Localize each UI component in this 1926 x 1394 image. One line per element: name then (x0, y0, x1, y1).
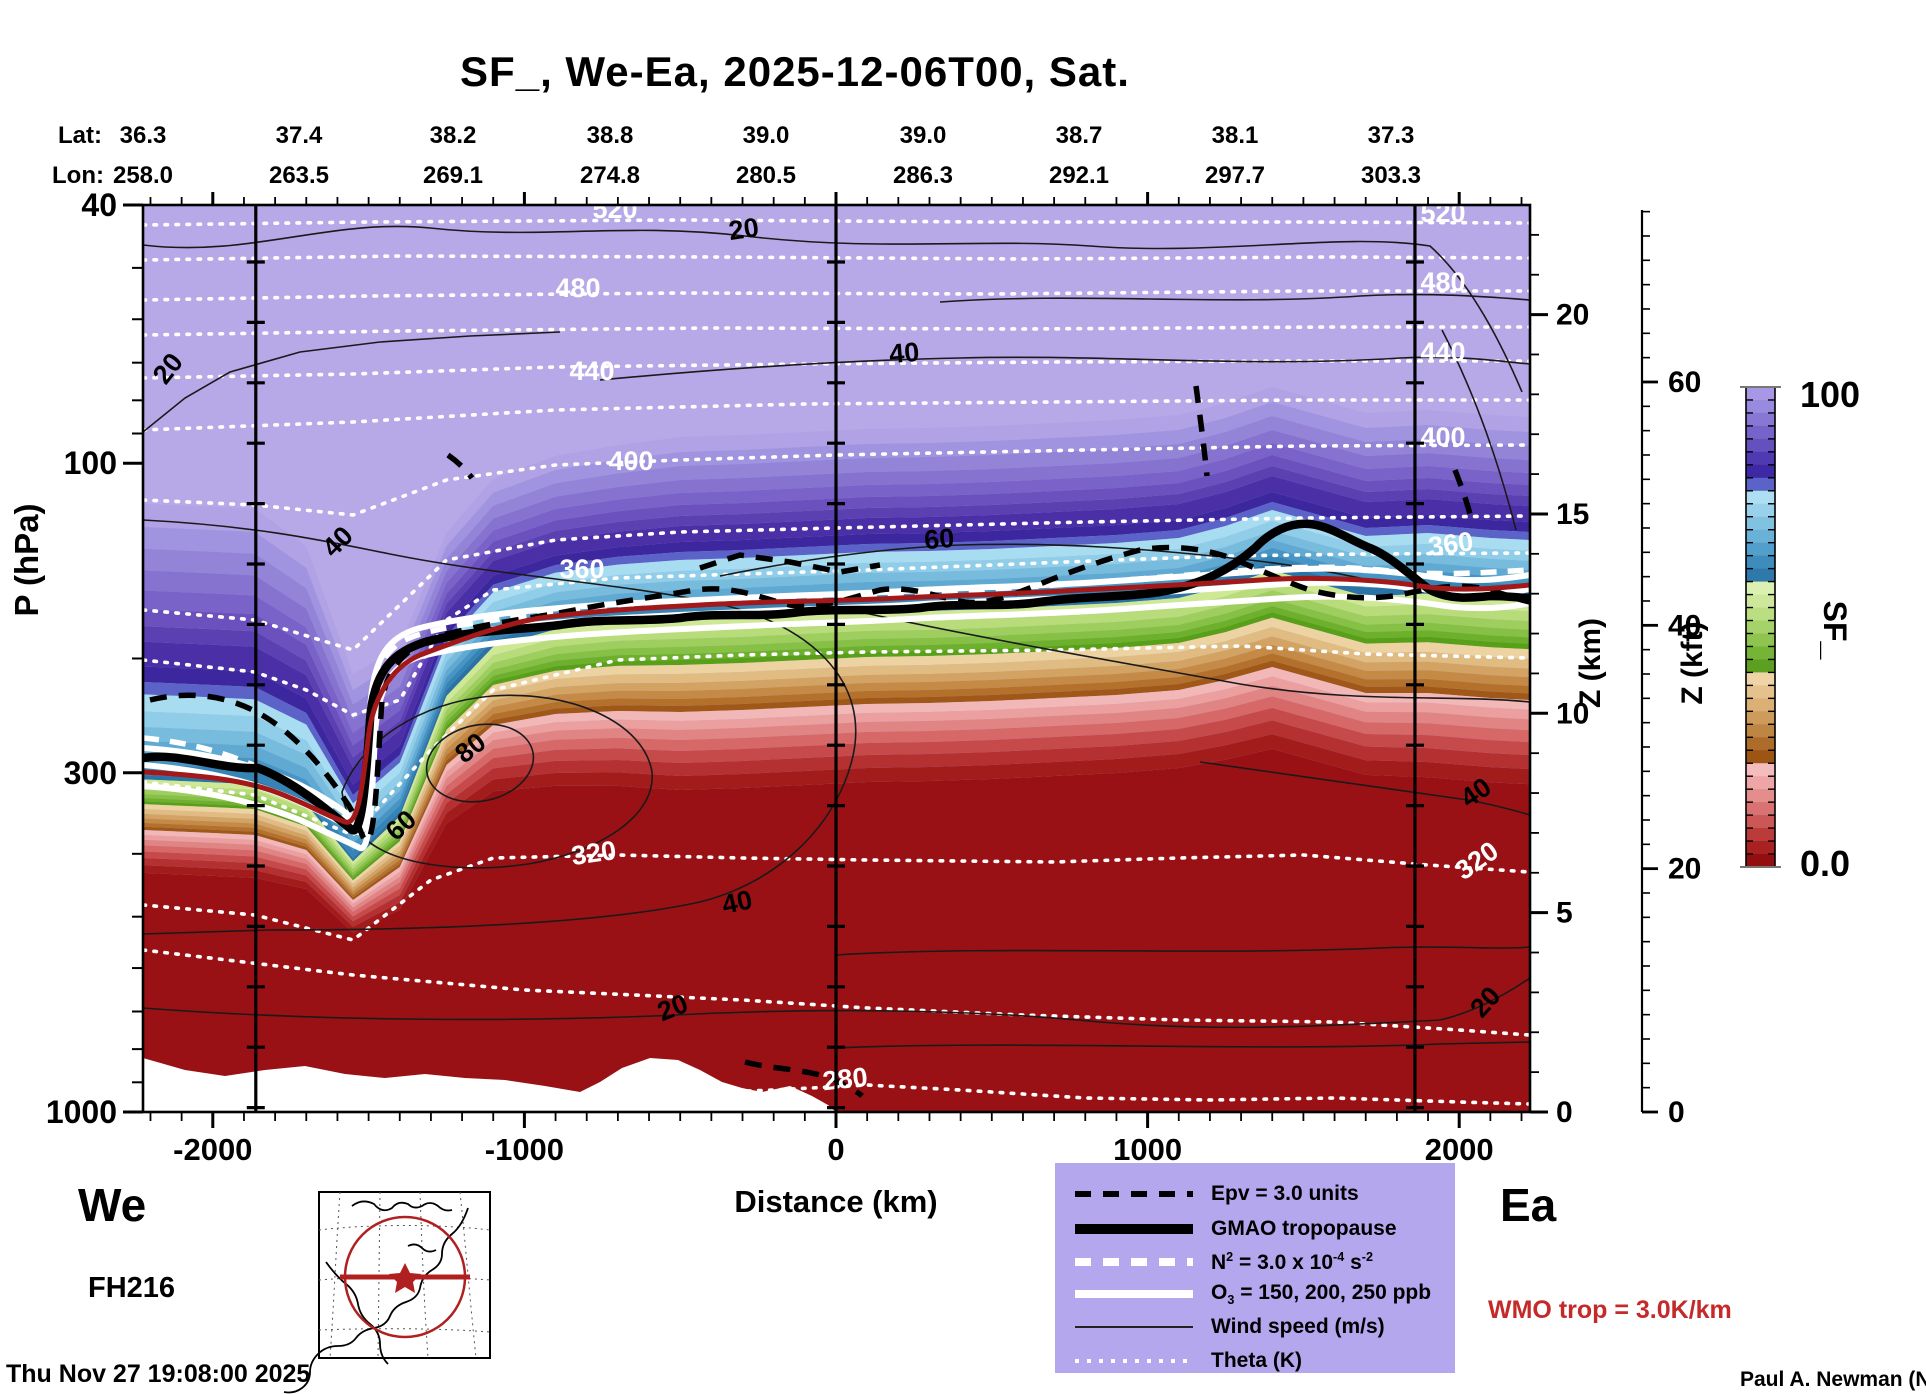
zkft-tick-label: 40 (1668, 609, 1701, 642)
theta-label: 440 (1420, 337, 1465, 367)
zkft-axis-title: Z (kft) (1676, 621, 1709, 704)
legend-label: N2 = 3.0 x 10-4 s-2 (1211, 1249, 1373, 1274)
o3-line-sample (1075, 1290, 1193, 1298)
legend-label: Wind speed (m/s) (1211, 1315, 1385, 1338)
legend-label: O3 = 150, 200, 250 ppb (1211, 1280, 1432, 1308)
pressure-tick-label: 100 (64, 445, 117, 481)
east-endpoint-label: Ea (1500, 1179, 1557, 1231)
lat-value: 38.7 (1056, 122, 1103, 149)
lat-value: 38.8 (587, 122, 634, 149)
west-endpoint-label: We (78, 1179, 147, 1231)
theta-label: 320 (569, 835, 618, 871)
lat-value: 38.2 (430, 122, 477, 149)
distance-tick-label: 2000 (1425, 1132, 1494, 1167)
theta-label: 480 (1420, 267, 1465, 297)
wind-speed-label: 20 (727, 212, 761, 246)
forecast-hour-label: FH216 (88, 1272, 176, 1304)
wmo-tropopause-line (143, 575, 1530, 825)
lat-value: 36.3 (120, 122, 167, 149)
theta-label: 360 (559, 554, 604, 584)
lon-value: 274.8 (580, 162, 640, 189)
gmao-line-sample (1075, 1224, 1193, 1234)
colorbar-max-label: 100 (1800, 374, 1860, 415)
pressure-tick-label: 1000 (46, 1094, 117, 1130)
legend-box: Epv = 3.0 units GMAO tropopause N2 = 3.0… (1055, 1163, 1455, 1373)
x-axis-title: Distance (km) (734, 1184, 937, 1219)
wind-line-sample (1075, 1326, 1193, 1328)
zkm-tick-label: 20 (1556, 299, 1589, 332)
lat-value: 37.4 (276, 122, 323, 149)
lat-value: 37.3 (1368, 122, 1415, 149)
legend-label: Theta (K) (1211, 1349, 1302, 1372)
distance-tick-label: 1000 (1113, 1132, 1182, 1167)
theta-label: 480 (555, 273, 600, 303)
n2-line-sample (1075, 1258, 1193, 1266)
distance-tick-label: -1000 (485, 1132, 564, 1167)
lon-value: 292.1 (1049, 162, 1109, 189)
distance-tick-label: 0 (827, 1132, 844, 1167)
pressure-tick-label: 40 (81, 187, 117, 223)
legend-item-theta: Theta (K) (1055, 1346, 1455, 1376)
credit: Paul A. Newman (NASA (1740, 1368, 1926, 1391)
wind-speed-label: 40 (719, 884, 755, 920)
lat-value: 38.1 (1212, 122, 1259, 149)
lon-value: 269.1 (423, 162, 483, 189)
theta-label: 360 (1426, 526, 1475, 562)
legend-item-epv: Epv = 3.0 units (1055, 1179, 1455, 1209)
waypoint-marker-lines (246, 205, 1424, 1112)
legend-label: GMAO tropopause (1211, 1217, 1397, 1240)
terrain-silhouette (143, 1058, 836, 1112)
colorbar-title: SF_ (1817, 601, 1853, 661)
lon-value: 297.7 (1205, 162, 1265, 189)
theta-label: 400 (1420, 422, 1465, 452)
wind-speed-label: 60 (923, 523, 956, 556)
lat-value: 39.0 (900, 122, 947, 149)
axis-ticks (123, 192, 1548, 1128)
zkm-tick-label: 5 (1556, 897, 1573, 930)
page-title: SF_, We-Ea, 2025-12-06T00, Sat. (460, 48, 1130, 95)
zkm-tick-label: 10 (1556, 697, 1589, 730)
zkm-tick-label: 15 (1556, 498, 1589, 531)
pressure-tick-label: 300 (64, 755, 117, 791)
zkft-tick-label: 0 (1668, 1096, 1685, 1129)
timestamp: Thu Nov 27 19:08:00 2025 (6, 1360, 311, 1388)
lon-row-label: Lon: (52, 162, 104, 189)
lat-value: 39.0 (743, 122, 790, 149)
lat-row-label: Lat: (58, 122, 102, 149)
colorbar: 100 0.0 SF_ (1740, 374, 1860, 884)
distance-tick-label: -2000 (173, 1132, 252, 1167)
wind-speed-contours (143, 225, 1530, 1049)
legend-item-gmao: GMAO tropopause (1055, 1214, 1455, 1244)
lon-value: 280.5 (736, 162, 796, 189)
theta-label: 280 (821, 1062, 869, 1097)
theta-label: 400 (608, 446, 653, 476)
zkft-axis: 0 20 40 60 (1640, 210, 1701, 1129)
axis-labels: 40 100 300 1000 -2000 -1000 0 1000 2000 0 5 10 15 20 P… (8, 122, 1709, 1219)
theta-label: 520 (592, 194, 637, 224)
legend-item-o3: O3 = 150, 200, 250 ppb (1055, 1279, 1455, 1309)
wind-speed-label: 40 (888, 337, 921, 370)
legend-label: Epv = 3.0 units (1211, 1182, 1359, 1205)
y-axis-title: P (hPa) (8, 503, 45, 616)
theta-label: 440 (569, 356, 614, 386)
map-center-star (389, 1263, 421, 1293)
map-inset (283, 1191, 491, 1394)
lon-value: 263.5 (269, 162, 329, 189)
gmao-tropopause-line (143, 519, 1530, 835)
colorbar-min-label: 0.0 (1800, 843, 1850, 884)
zkm-axis-title: Z (km) (1574, 618, 1607, 708)
epv-line-sample (1075, 1191, 1193, 1197)
theta-line-sample (1075, 1359, 1193, 1363)
zkft-tick-label: 60 (1668, 366, 1701, 399)
lon-value: 303.3 (1361, 162, 1421, 189)
lon-value: 258.0 (113, 162, 173, 189)
wmo-trop-note: WMO trop = 3.0K/km (1488, 1296, 1732, 1324)
zkft-tick-label: 20 (1668, 853, 1701, 886)
zkm-tick-label: 0 (1556, 1096, 1573, 1129)
lon-value: 286.3 (893, 162, 953, 189)
legend-item-wind: Wind speed (m/s) (1055, 1312, 1455, 1342)
legend-item-n2: N2 = 3.0 x 10-4 s-2 (1055, 1247, 1455, 1277)
